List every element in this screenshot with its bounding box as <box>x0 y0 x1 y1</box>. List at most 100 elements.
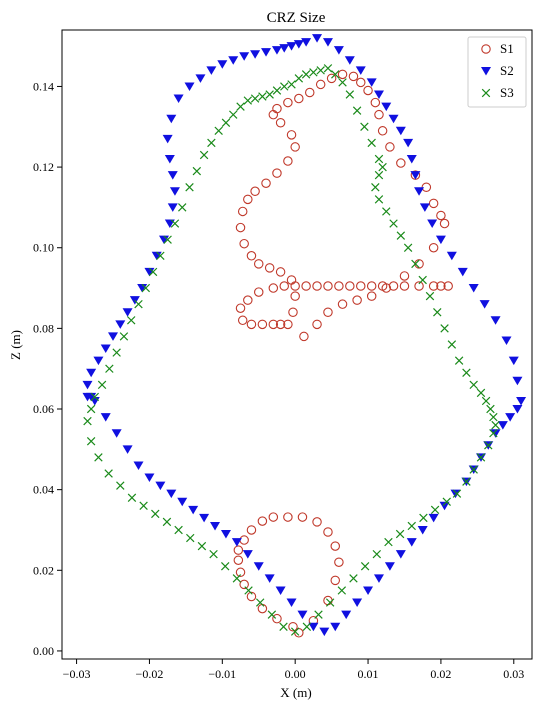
data-point <box>352 295 362 305</box>
data-point <box>264 574 275 583</box>
data-point <box>220 530 231 539</box>
data-point <box>301 70 311 79</box>
data-point <box>275 586 286 595</box>
data-point <box>512 376 523 386</box>
data-point <box>330 575 341 586</box>
data-point <box>396 158 406 168</box>
data-point <box>86 404 96 414</box>
data-point <box>244 586 253 595</box>
x-tick-label: −0.02 <box>136 667 164 681</box>
data-point <box>442 497 451 506</box>
data-point <box>399 281 410 291</box>
data-point <box>286 42 297 51</box>
data-point <box>148 267 158 277</box>
legend-box <box>467 36 527 108</box>
data-point <box>439 501 450 511</box>
data-point <box>428 281 439 291</box>
data-point <box>490 316 501 325</box>
data-point <box>330 541 341 551</box>
data-point <box>253 562 264 571</box>
data-point <box>206 66 217 75</box>
data-point <box>197 541 207 551</box>
data-point <box>366 291 377 301</box>
data-point <box>414 281 424 291</box>
data-point <box>297 610 308 620</box>
x-tick-label: 0.03 <box>503 667 524 681</box>
data-point <box>440 324 449 333</box>
y-axis: 0.00 0.02 0.04 0.06 0.08 0.10 0.12 0.14 <box>33 79 62 658</box>
data-point <box>430 505 440 515</box>
data-point <box>356 281 366 291</box>
data-point <box>395 529 405 539</box>
x-tick-label: −0.01 <box>208 667 236 681</box>
data-point <box>239 238 249 249</box>
data-point <box>127 316 136 325</box>
data-point <box>367 138 376 148</box>
data-point <box>428 198 439 209</box>
data-point <box>377 126 388 136</box>
data-point <box>360 122 369 131</box>
data-point <box>345 281 355 291</box>
data-point <box>233 545 244 555</box>
data-point <box>210 521 221 531</box>
data-point <box>151 509 160 519</box>
data-point <box>297 512 308 522</box>
data-point <box>418 275 427 285</box>
data-point <box>508 356 519 366</box>
data-point <box>111 429 122 438</box>
data-point <box>312 319 322 330</box>
data-point <box>243 96 253 105</box>
data-point <box>275 117 286 128</box>
data-point <box>195 74 206 83</box>
data-point <box>185 183 194 192</box>
data-point <box>221 118 231 127</box>
data-point <box>489 428 498 438</box>
data-point <box>366 281 377 291</box>
data-point <box>246 319 257 330</box>
data-point <box>236 102 245 111</box>
data-point <box>476 388 486 398</box>
data-point <box>501 336 512 345</box>
data-point <box>231 538 242 547</box>
series-layer <box>82 34 527 638</box>
data-point <box>283 97 293 108</box>
data-point <box>505 413 516 422</box>
data-point <box>188 505 199 515</box>
data-point <box>406 538 417 547</box>
data-point <box>116 481 125 490</box>
data-point <box>352 598 363 608</box>
data-point <box>279 622 288 631</box>
x-tick-label: 0.01 <box>358 667 379 681</box>
data-point <box>370 97 381 108</box>
data-point <box>337 69 348 80</box>
data-point <box>468 284 479 293</box>
legend-label-s1: S1 <box>500 41 514 56</box>
data-point <box>214 126 223 136</box>
data-point <box>255 598 265 607</box>
data-point <box>489 412 498 422</box>
data-point <box>337 299 348 309</box>
data-point <box>250 186 260 197</box>
data-point <box>119 332 129 341</box>
data-point <box>411 259 420 269</box>
data-point <box>112 348 121 357</box>
data-point <box>229 110 238 119</box>
data-point <box>279 44 290 53</box>
data-point <box>105 364 114 373</box>
data-point <box>192 166 202 176</box>
data-point <box>144 473 155 483</box>
plot-area <box>61 29 533 660</box>
data-point <box>334 281 344 291</box>
data-point <box>384 537 393 547</box>
data-point <box>417 525 428 535</box>
data-point <box>330 622 341 632</box>
data-point <box>395 550 406 559</box>
data-point <box>272 168 282 178</box>
data-point <box>385 142 395 152</box>
data-point <box>352 106 362 115</box>
data-point <box>363 85 373 96</box>
data-point <box>86 368 97 378</box>
y-tick-label: 0.00 <box>33 644 54 658</box>
data-point <box>360 562 370 571</box>
